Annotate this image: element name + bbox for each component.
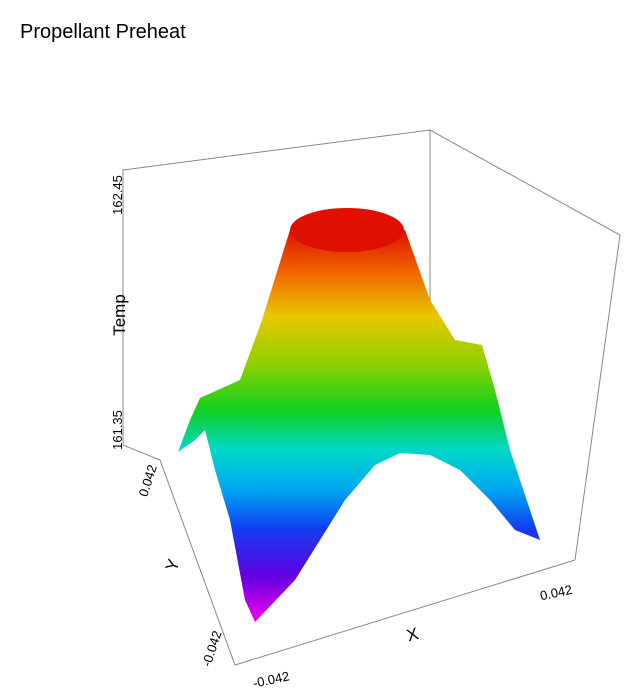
box-edge (122, 444, 576, 666)
y-tick-label: -0.042 (199, 629, 225, 669)
z-axis-label: Temp (110, 294, 129, 336)
x-axis-label: X (405, 624, 421, 645)
z-tick-label: 162.45 (110, 175, 125, 215)
chart-title: Propellant Preheat (20, 21, 186, 43)
surface-peak (290, 208, 404, 252)
y-tick-label: 0.042 (136, 463, 160, 499)
surface (178, 208, 540, 622)
z-tick-label: 161.35 (110, 410, 125, 450)
x-tick-label: -0.042 (251, 668, 290, 690)
y-axis-label: Y (162, 557, 184, 574)
surface-body (178, 230, 540, 622)
x-tick-label: 0.042 (539, 582, 574, 603)
